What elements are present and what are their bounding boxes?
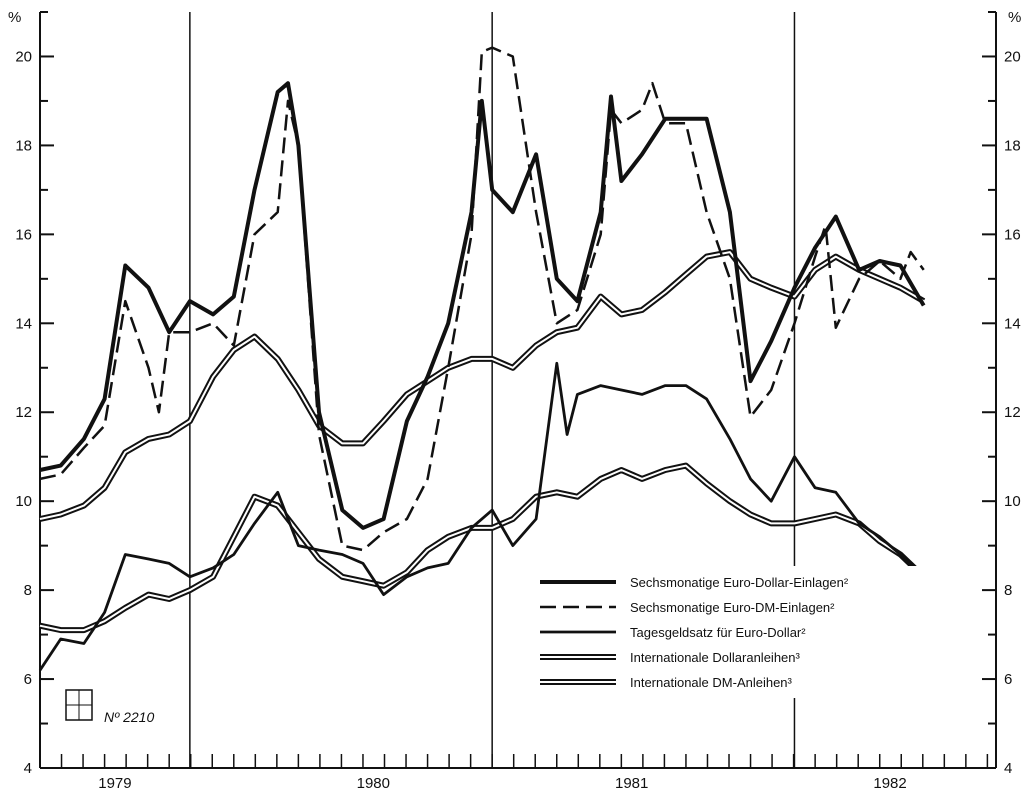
legend-item: Internationale Dollaranleihen³ bbox=[540, 650, 801, 665]
legend-label: Tagesgeldsatz für Euro-Dollar² bbox=[630, 625, 806, 640]
series-layer bbox=[38, 46, 926, 671]
legend-label: Sechsmonatige Euro-Dollar-Einlagen² bbox=[630, 575, 849, 590]
legend-item: Internationale DM-Anleihen³ bbox=[540, 675, 793, 690]
x-tick-label: 1981 bbox=[615, 775, 648, 792]
y-tick-label-left: 12 bbox=[15, 404, 32, 421]
y-tick-label-left: 4 bbox=[24, 760, 32, 777]
y-tick-label-left: 10 bbox=[15, 493, 32, 510]
series-euro-dm-6m-group bbox=[39, 46, 925, 552]
legend-item: Sechsmonatige Euro-DM-Einlagen² bbox=[540, 600, 835, 615]
legend-label: Sechsmonatige Euro-DM-Einlagen² bbox=[630, 600, 835, 615]
stamp-logo: Nº 2210 bbox=[65, 689, 154, 725]
y-unit-right: % bbox=[1008, 9, 1021, 26]
x-axis-ticks: 1979 1980 1981 1982 bbox=[39, 754, 989, 792]
series-euro-dm-6m-line bbox=[39, 46, 925, 552]
series-dm-bonds-line-inner bbox=[39, 464, 925, 632]
y-axis-right: 4 6 8 10 12 14 16 18 20 bbox=[982, 11, 1021, 777]
legend: Sechsmonatige Euro-Dollar-Einlagen² Sechs… bbox=[532, 566, 932, 698]
y-tick-label-right: 6 bbox=[1004, 671, 1012, 688]
x-tick-label: 1980 bbox=[357, 775, 390, 792]
series-dm-bonds-group bbox=[39, 462, 926, 634]
x-tick-label: 1982 bbox=[873, 775, 906, 792]
stamp-number: Nº 2210 bbox=[104, 709, 154, 725]
series-euro-dollar-6m-line bbox=[39, 81, 926, 530]
series-dollar-bonds-line-inner bbox=[39, 251, 925, 520]
legend-item: Sechsmonatige Euro-Dollar-Einlagen² bbox=[540, 575, 849, 590]
y-tick-label-right: 10 bbox=[1004, 493, 1021, 510]
y-tick-label-right: 18 bbox=[1004, 137, 1021, 154]
legend-label: Internationale DM-Anleihen³ bbox=[630, 675, 793, 690]
series-euro-dollar-overnight-line bbox=[38, 361, 925, 671]
y-tick-label-left: 14 bbox=[15, 315, 32, 332]
y-tick-label-right: 12 bbox=[1004, 404, 1021, 421]
y-tick-label-right: 8 bbox=[1004, 582, 1012, 599]
legend-item: Tagesgeldsatz für Euro-Dollar² bbox=[540, 625, 806, 640]
y-tick-label-left: 18 bbox=[15, 137, 32, 154]
series-euro-dollar-overnight-group bbox=[38, 361, 925, 671]
y-tick-label-left: 16 bbox=[15, 226, 32, 243]
series-euro-dollar-6m-group bbox=[39, 81, 926, 530]
y-tick-label-right: 20 bbox=[1004, 48, 1021, 65]
y-axis-left: 4 6 8 10 12 14 16 18 20 bbox=[15, 11, 54, 777]
y-tick-label-left: 6 bbox=[24, 671, 32, 688]
x-tick-label: 1979 bbox=[98, 775, 131, 792]
y-tick-label-right: 16 bbox=[1004, 226, 1021, 243]
y-unit-left: % bbox=[8, 9, 21, 26]
y-tick-label-left: 8 bbox=[24, 582, 32, 599]
y-tick-label-left: 20 bbox=[15, 48, 32, 65]
y-tick-label-right: 14 bbox=[1004, 315, 1021, 332]
legend-label: Internationale Dollaranleihen³ bbox=[630, 650, 801, 665]
y-tick-label-right: 4 bbox=[1004, 760, 1012, 777]
series-dollar-bonds-group bbox=[39, 249, 926, 522]
